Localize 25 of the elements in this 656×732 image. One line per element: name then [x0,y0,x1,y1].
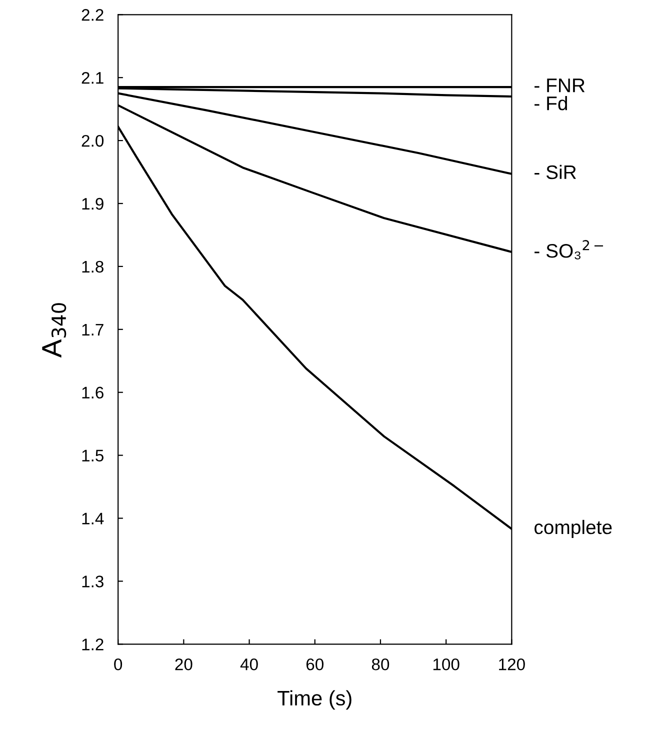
y-tick-label: 1.2 [82,638,104,650]
series-label: - SiR [534,164,576,180]
y-axis-title: A$_{340}$ [42,303,66,358]
y-tick-label: 1.9 [82,198,104,210]
y-tick-label: 2.1 [82,72,104,84]
x-tick-label: 40 [240,658,258,670]
series-label: - FNR [534,78,585,92]
y-tick-label: 2.0 [82,134,104,147]
x-tick-label: 20 [175,658,192,670]
y-tick-label: 1.5 [82,450,104,462]
series-label: - SO₃$^{2−}$ [534,240,604,260]
x-tick-label: 100 [433,658,460,670]
y-tick-label: 1.6 [82,386,104,399]
y-tick-label: 1.8 [82,260,104,273]
y-tick-label: 2.2 [82,9,104,21]
series-label: - Fd [534,96,567,110]
x-tick-label: 0 [114,658,122,670]
x-tick-label: 80 [372,658,390,670]
x-tick-label: 60 [306,658,324,670]
y-tick-label: 1.7 [82,324,104,336]
y-tick-label: 1.3 [82,576,104,588]
y-tick-label: 1.4 [82,512,104,524]
series-label: complete [534,520,612,538]
x-axis-title: Time (s) [278,690,352,710]
x-tick-label: 120 [499,658,525,670]
